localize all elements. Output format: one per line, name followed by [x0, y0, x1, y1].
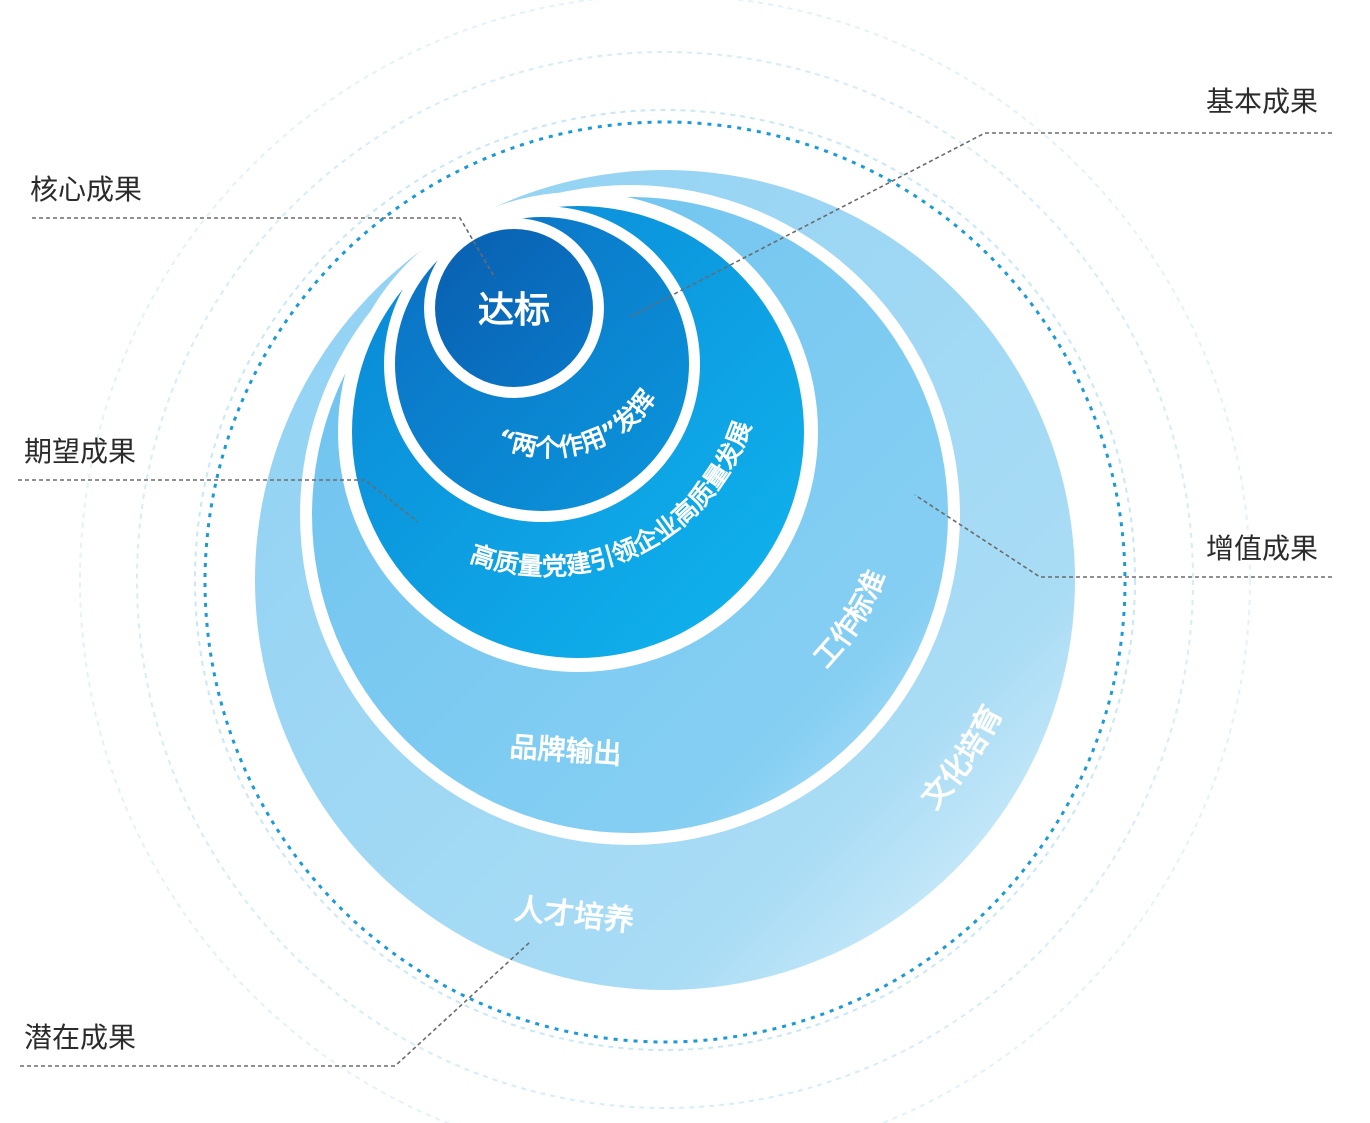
brand-output-label: 品牌输出 — [509, 730, 623, 771]
center-circle — [435, 229, 593, 387]
basic-leader-line — [627, 132, 1332, 319]
core-leader-line — [32, 217, 496, 279]
expected-leader-line — [18, 479, 419, 523]
outer-dashed-ring — [136, 51, 1194, 1109]
core-result-label: 核心成果 — [30, 173, 143, 206]
value-added-result-label: 增值成果 — [1206, 532, 1319, 565]
expected-result-label: 期望成果 — [24, 435, 137, 468]
outer-dashed-ring — [194, 109, 1136, 1051]
outer-dashed-ring — [79, 0, 1251, 1123]
center-label: 达标 — [478, 290, 550, 331]
main-dotted-ring — [203, 120, 1127, 1044]
basic-result-label: 基本成果 — [1206, 85, 1319, 118]
potential-result-label: 潜在成果 — [24, 1021, 137, 1054]
potential-leader-line — [20, 941, 531, 1067]
